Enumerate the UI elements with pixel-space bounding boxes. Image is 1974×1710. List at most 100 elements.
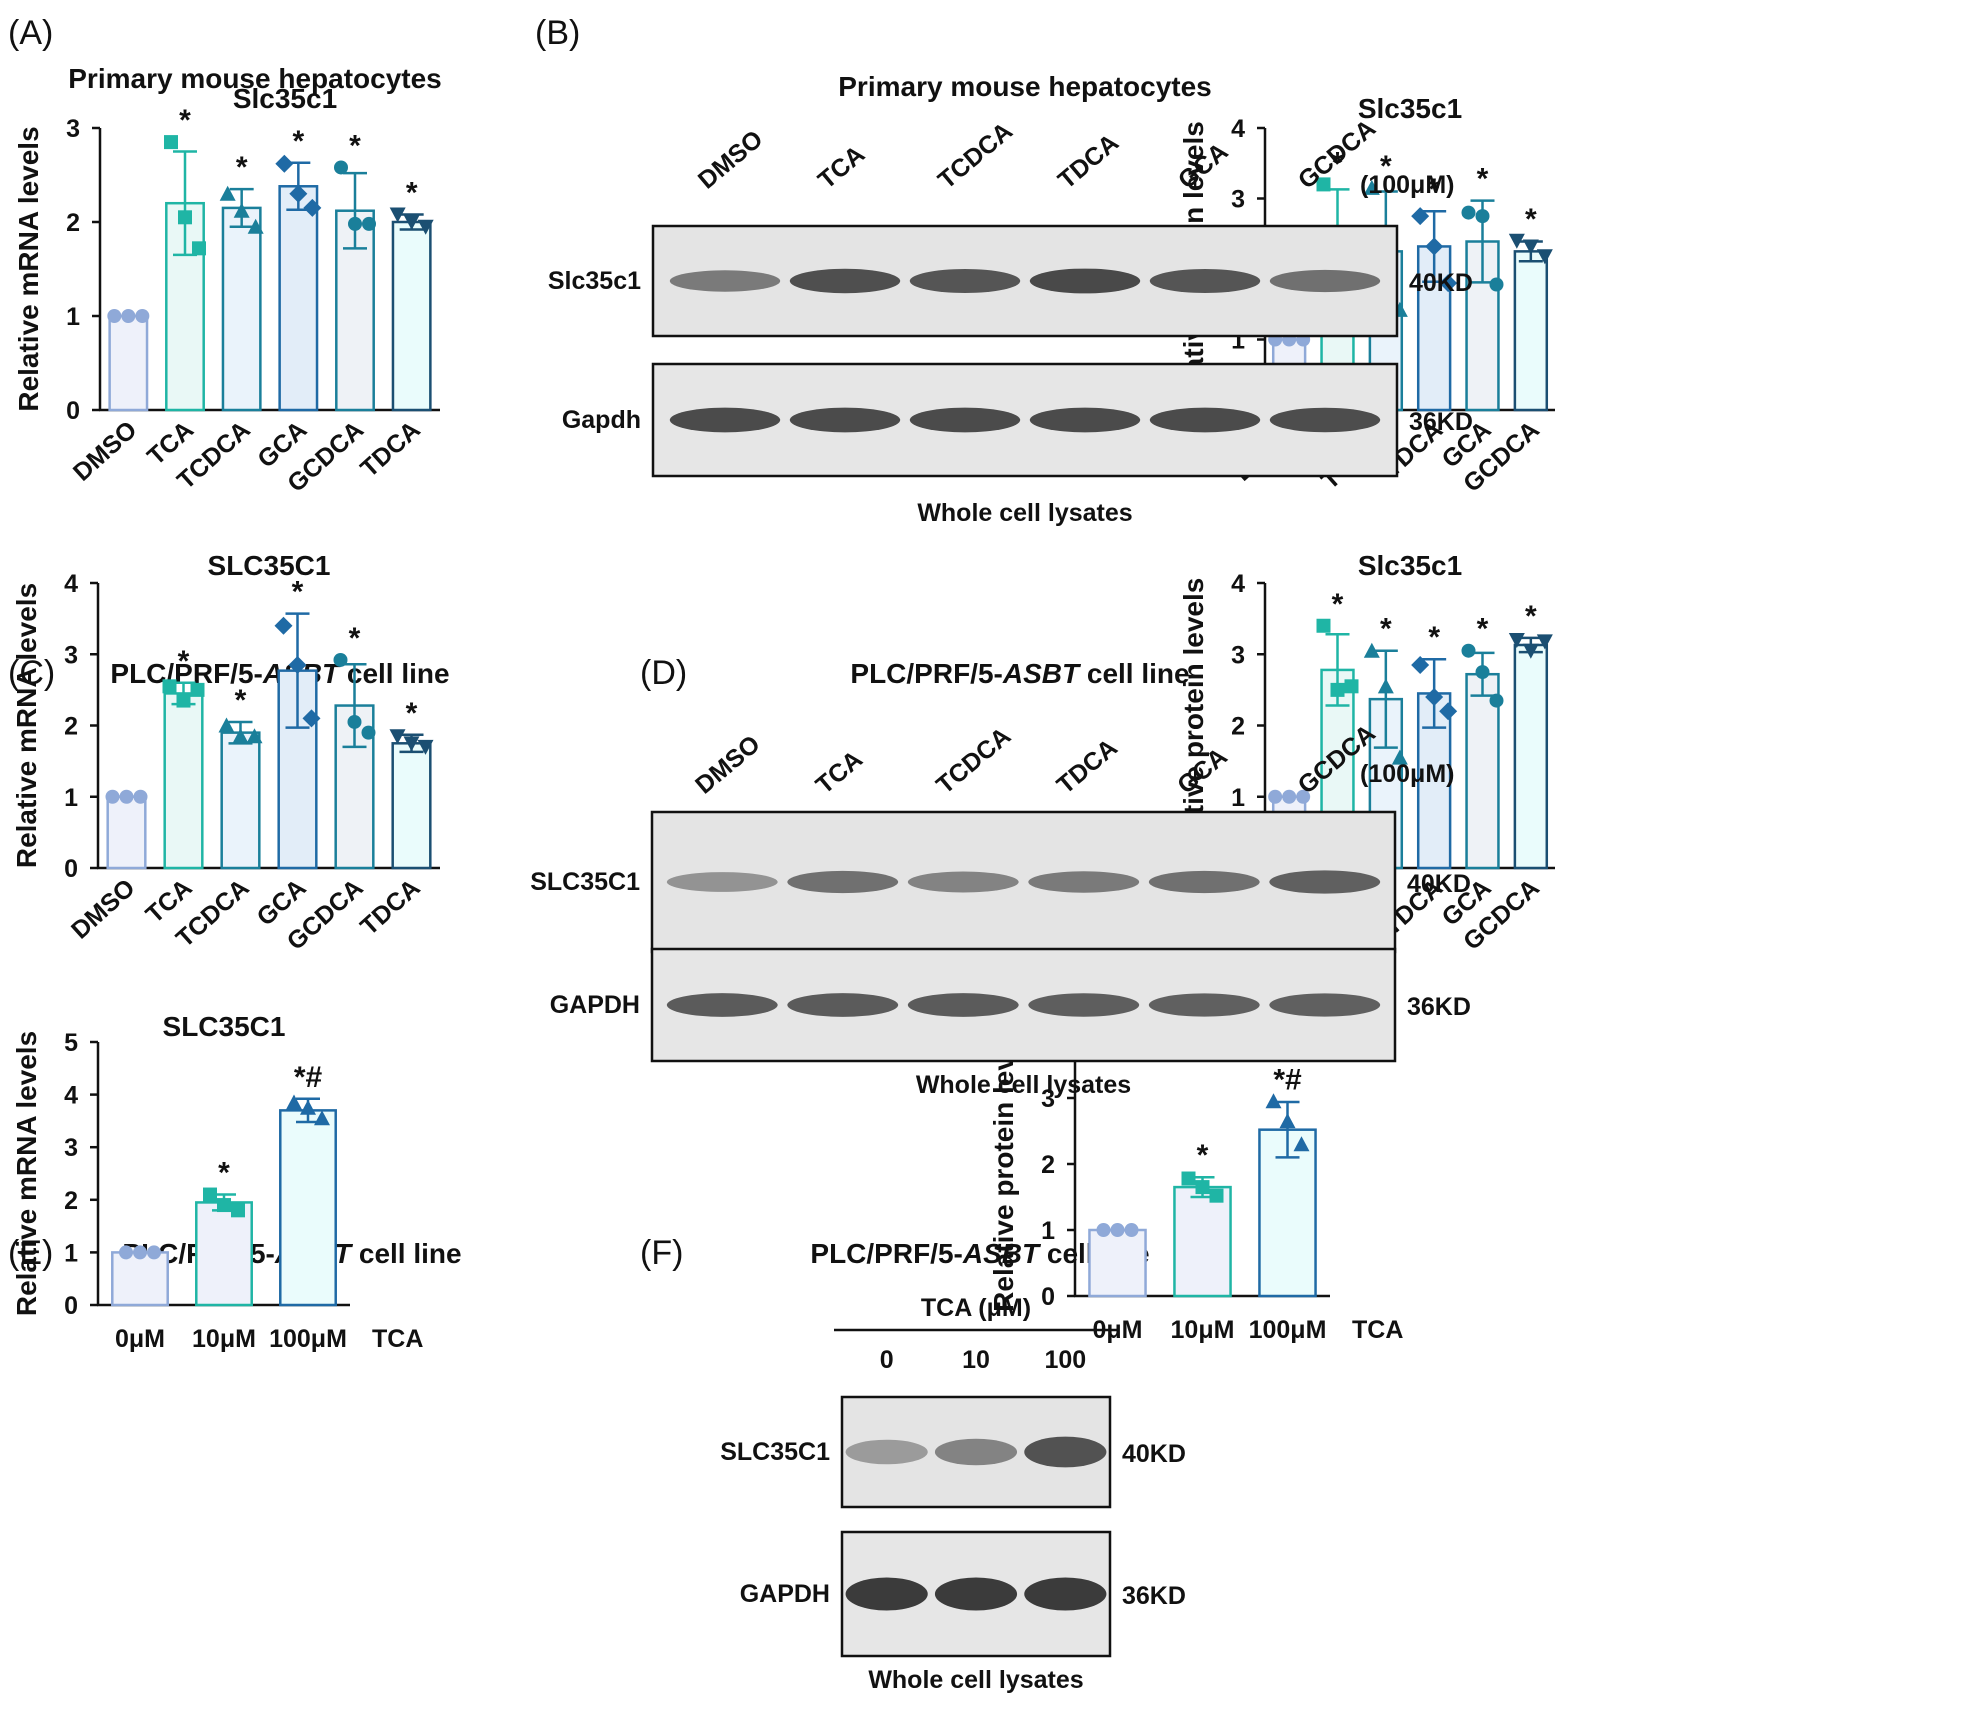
panel-label-f: (F) [640, 1234, 683, 1272]
blot-band [790, 408, 900, 433]
blot-band [908, 872, 1019, 893]
data-point [1490, 694, 1504, 708]
x-axis-label: TCA [372, 1325, 423, 1353]
blot-d: DMSO TCA TCDCA TDCA GCA GCDCA(100μM)SLC35C1 40… [530, 719, 1471, 1099]
blot-band [910, 408, 1020, 433]
panel-label-a: (A) [8, 14, 53, 52]
blot-band [935, 1439, 1017, 1466]
data-point [362, 217, 376, 231]
significance-mark: * [218, 1157, 230, 1190]
blot-band [1030, 408, 1140, 433]
protein-label: GAPDH [740, 1580, 830, 1608]
blot-caption: Whole cell lysates [868, 1666, 1083, 1694]
size-label: 36KD [1409, 408, 1473, 436]
lane-label: TCDCA [933, 117, 1018, 195]
bar [280, 186, 317, 410]
y-tick-label: 4 [64, 570, 78, 598]
significance-mark: * [235, 684, 247, 717]
data-point [177, 694, 191, 708]
blot-band [790, 269, 900, 293]
blot-band [1024, 1578, 1106, 1611]
data-point [348, 715, 362, 729]
bar [165, 693, 203, 868]
y-tick-label: 1 [1041, 1217, 1055, 1245]
significance-mark: * [1197, 1139, 1209, 1172]
lane-label: 100 [1044, 1346, 1086, 1374]
chart-e: SLC35C1012345Relative mRNA levels0μM*10μ… [11, 1011, 423, 1353]
x-axis-label: TCA [1352, 1316, 1403, 1344]
data-point [1097, 1223, 1111, 1237]
y-axis-label: Relative mRNA levels [13, 126, 44, 411]
blot-band [846, 1578, 928, 1611]
data-point [1462, 206, 1476, 220]
y-axis-label: Relative mRNA levels [11, 583, 42, 868]
y-tick-label: 4 [1231, 570, 1245, 598]
chart-title: Slc35c1 [1358, 550, 1462, 581]
blot-band [787, 993, 898, 1017]
blot-band [670, 270, 780, 291]
data-point [192, 241, 206, 255]
data-point [334, 653, 348, 667]
category-label: 0μM [115, 1325, 165, 1353]
lane-label: TCA [813, 140, 870, 194]
y-tick-label: 3 [64, 1134, 78, 1162]
category-label: DMSO [68, 416, 142, 487]
protein-label: Slc35c1 [548, 267, 641, 295]
data-point [119, 1245, 133, 1259]
blot-caption: Whole cell lysates [916, 1071, 1131, 1099]
chart-title: Slc35c1 [1358, 93, 1462, 124]
y-tick-label: 2 [64, 713, 78, 741]
significance-mark: * [1525, 203, 1537, 236]
y-tick-label: 3 [1231, 186, 1245, 214]
y-tick-label: 2 [64, 1187, 78, 1215]
blot-band [1150, 408, 1260, 433]
data-point [120, 790, 134, 804]
data-point [191, 683, 205, 697]
bar [280, 1110, 335, 1305]
data-point [1182, 1172, 1196, 1186]
data-point [133, 1245, 147, 1259]
y-tick-label: 1 [66, 303, 80, 331]
data-point [217, 1198, 231, 1212]
y-tick-label: 0 [64, 1292, 78, 1320]
significance-mark: * [406, 176, 418, 209]
y-tick-label: 0 [1041, 1283, 1055, 1311]
data-point [1331, 683, 1345, 697]
bar [1515, 251, 1547, 410]
significance-mark: * [1525, 600, 1537, 633]
data-point [1125, 1223, 1139, 1237]
data-point [300, 1100, 316, 1115]
protein-label: SLC35C1 [720, 1438, 830, 1466]
data-point [390, 729, 406, 744]
bar [393, 222, 430, 410]
significance-mark: * [292, 125, 304, 158]
data-point [134, 790, 148, 804]
data-point [163, 679, 177, 693]
data-point [1196, 1180, 1210, 1194]
y-tick-label: 5 [64, 1029, 78, 1057]
y-tick-label: 0 [64, 855, 78, 883]
lane-label: TDCA [1052, 734, 1123, 800]
blot-band [1269, 993, 1380, 1016]
significance-mark: *# [294, 1061, 323, 1094]
data-point [1378, 678, 1394, 693]
y-axis-label: Relative mRNA levels [11, 1031, 42, 1316]
category-label: 100μM [1249, 1316, 1327, 1344]
bar [1089, 1230, 1145, 1296]
y-tick-label: 2 [66, 209, 80, 237]
chart-title: SLC35C1 [208, 550, 331, 581]
blot-band [846, 1440, 928, 1465]
bar [196, 1202, 251, 1305]
significance-mark: * [178, 645, 190, 678]
significance-mark: * [349, 622, 361, 655]
protein-label: Gapdh [562, 406, 641, 434]
chart-title: SLC35C1 [163, 1011, 286, 1042]
data-point [231, 1203, 245, 1217]
data-point [219, 718, 235, 733]
blot-band [935, 1578, 1017, 1611]
data-point [135, 309, 149, 323]
lane-label: DMSO [690, 730, 765, 800]
bar [393, 743, 431, 868]
size-label: 36KD [1407, 993, 1471, 1021]
